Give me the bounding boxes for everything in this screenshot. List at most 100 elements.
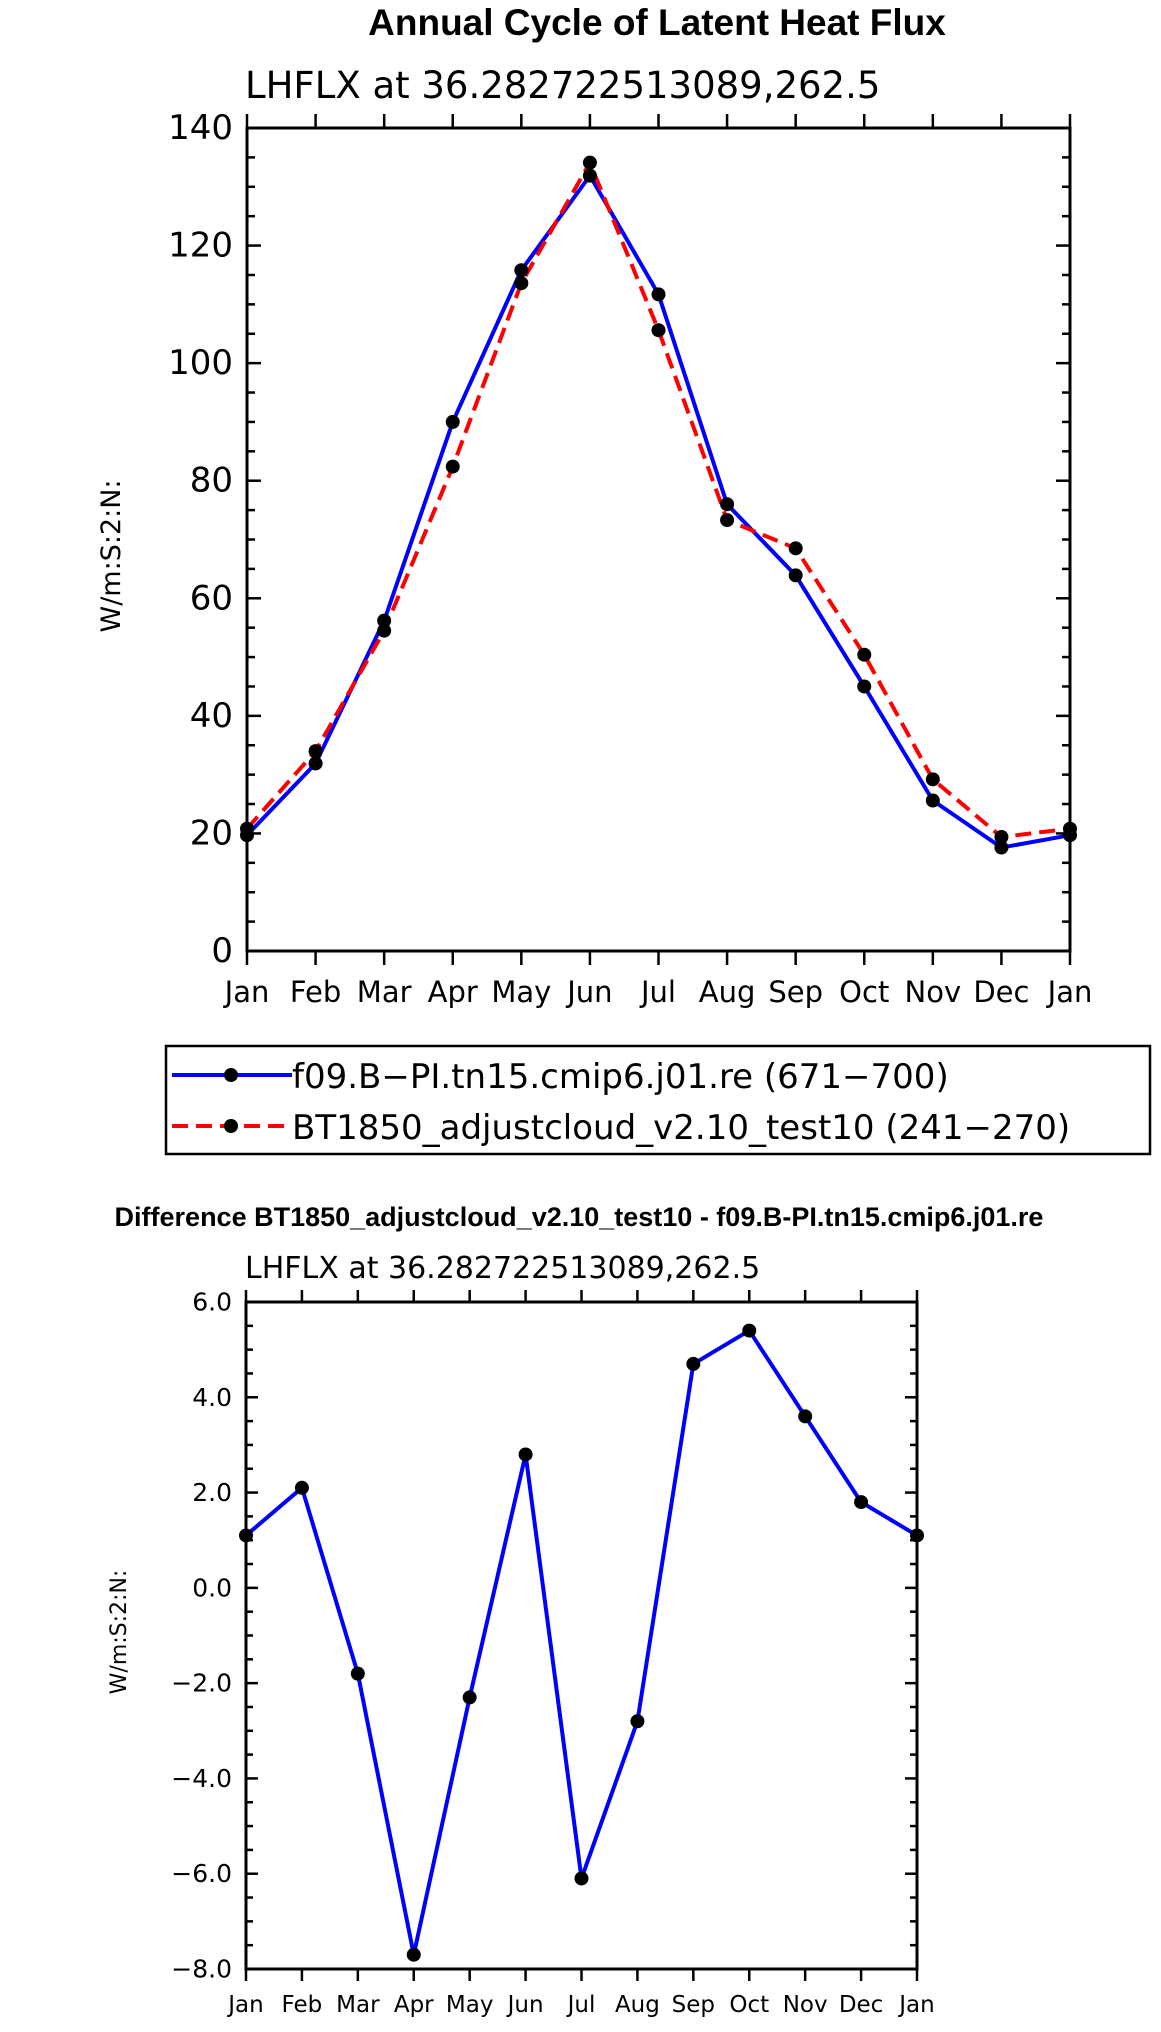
chart2-ytick-label: −4.0 <box>171 1764 232 1793</box>
legend-entry-1: f09.B−PI.tn15.cmip6.j01.re (671−700) <box>172 1057 949 1097</box>
chart2-xtick-label: Jun <box>506 1992 544 2018</box>
chart1-series-2-point <box>308 744 323 759</box>
chart1-series-1-point <box>377 613 392 628</box>
chart1-series-1-point <box>308 756 323 771</box>
chart2-series-1-point <box>798 1409 813 1424</box>
chart2-series-1-point <box>742 1323 757 1338</box>
chart1-series-2-point <box>925 772 940 787</box>
chart1-ytick-label: 140 <box>168 108 233 148</box>
chart1-ytick-label: 0 <box>211 931 233 971</box>
chart1-series-2-point <box>788 541 803 556</box>
chart2-xtick-label: Jan <box>226 1992 263 2018</box>
chart2-ytick-label: −6.0 <box>171 1859 232 1888</box>
chart1-xtick-label: Jan <box>223 975 270 1009</box>
chart2-plot: −8.0 −6.0 −4.0 −2.0 0.0 2.0 4.0 6.0 Jan Feb Mar Apr… <box>171 1288 934 2019</box>
chart2-xtick-label: Feb <box>282 1992 323 2018</box>
chart1-ytick-label: 80 <box>190 461 233 501</box>
chart1-ytick-label: 60 <box>190 578 233 618</box>
chart1-ytick-label: 120 <box>168 226 233 266</box>
chart2-ytick-label: 6.0 <box>192 1288 232 1317</box>
chart1-ylabel: W/m:S:2:N: <box>96 480 127 633</box>
chart1-legend: f09.B−PI.tn15.cmip6.j01.re (671−700) BT1… <box>164 1044 1152 1156</box>
chart2-series-1-point <box>630 1714 645 1729</box>
chart2-ytick-label: 4.0 <box>192 1383 232 1412</box>
chart1-xtick-label: Oct <box>839 975 889 1009</box>
chart2-series-1-point <box>239 1528 253 1543</box>
chart1-series-1-point <box>994 840 1009 855</box>
chart1-series-1-line <box>245 173 1071 850</box>
chart1-xtick-label: Jun <box>565 975 612 1009</box>
chart2-series-1-line <box>244 1328 919 1957</box>
chart2-xtick-label: Nov <box>783 1992 828 2018</box>
chart2-ylabel: W/m:S:2:N: <box>107 1570 132 1695</box>
legend-box <box>164 1044 1152 1156</box>
legend-label-2: BT1850_adjustcloud_v2.10_test10 (241−270… <box>292 1108 1070 1148</box>
chart2-series-1-point <box>462 1690 477 1705</box>
chart2-ytick-label: −8.0 <box>171 1955 232 1984</box>
chart2-ytick-label: −2.0 <box>171 1669 232 1698</box>
chart1-xtick-label: Dec <box>973 975 1029 1009</box>
chart1-xtick-label: Jul <box>639 975 676 1009</box>
chart2-ytick-label: 0.0 <box>192 1573 232 1602</box>
chart1-series-1-point <box>788 568 803 583</box>
chart2-series-1-point <box>406 1947 421 1962</box>
chart1-series-1-point <box>720 497 735 512</box>
chart2-series-1-point <box>294 1480 309 1495</box>
chart2-xtick-label: Aug <box>615 1992 660 2018</box>
legend-marker-2 <box>224 1119 238 1133</box>
chart1-xtick-label: Sep <box>768 975 823 1009</box>
chart2-series-1-point <box>574 1871 589 1886</box>
chart2-series-1-point <box>854 1495 869 1510</box>
chart1-title: Annual Cycle of Latent Heat Flux <box>368 2 946 43</box>
chart1-series-2-point <box>514 276 529 291</box>
chart2-series-1-point <box>910 1528 924 1543</box>
chart1-series-1-point <box>925 793 940 808</box>
chart2-xtick-label: Jul <box>566 1992 596 2018</box>
chart1-ytick-label: 100 <box>168 343 233 383</box>
chart1-plot: 0 20 40 60 80 100 120 140 Jan Feb Mar Apr May Jun Jul A… <box>168 108 1092 1009</box>
legend-entry-2: BT1850_adjustcloud_v2.10_test10 (241−270… <box>172 1108 1070 1148</box>
chart2-xtick-label: Jan <box>897 1992 934 2018</box>
chart2-xtick-label: Oct <box>729 1992 769 2018</box>
chart2-series-1-point <box>518 1447 533 1462</box>
chart1-series-1-point <box>857 679 872 694</box>
chart1-series-2-line <box>245 160 1071 839</box>
chart1-series-2-point <box>240 821 254 836</box>
chart1-xtick-label: Aug <box>699 975 756 1009</box>
chart2-xtick-label: Dec <box>839 1992 884 2018</box>
chart1-series-1-point <box>514 263 529 278</box>
chart1-series-2-point <box>582 155 597 170</box>
chart1-series-2-point <box>1063 821 1077 836</box>
legend-marker-1 <box>224 1068 238 1082</box>
chart1-ytick-label: 20 <box>190 813 233 853</box>
chart1-xtick-label: Feb <box>290 975 341 1009</box>
chart1-series-2-point <box>651 323 666 338</box>
chart1-xtick-label: Jan <box>1046 975 1093 1009</box>
chart1-xtick-label: Mar <box>357 975 412 1009</box>
chart1-series-2-point <box>377 623 392 638</box>
chart2-ytick-label: 2.0 <box>192 1478 232 1507</box>
chart1-subtitle: LHFLX at 36.282722513089,262.5 <box>245 64 880 107</box>
chart2-xtick-label: Apr <box>394 1992 434 2018</box>
chart1-series-2-point <box>720 513 735 528</box>
chart2-series-1-point <box>350 1666 365 1681</box>
chart2-xtick-label: Mar <box>336 1992 380 2018</box>
chart1-series-1-point <box>445 414 460 429</box>
chart2-xtick-label: Sep <box>672 1992 715 2018</box>
chart2-xtick-label: May <box>446 1992 494 2018</box>
chart1-ytick-label: 40 <box>190 696 233 736</box>
chart1-series-2-point <box>445 459 460 474</box>
chart1-series-1-point <box>651 287 666 302</box>
chart2-subtitle: LHFLX at 36.282722513089,262.5 <box>245 1251 760 1286</box>
legend-label-1: f09.B−PI.tn15.cmip6.j01.re (671−700) <box>292 1057 949 1097</box>
chart1-xtick-label: May <box>491 975 551 1009</box>
chart1-xtick-label: Apr <box>428 975 478 1009</box>
chart1-xtick-label: Nov <box>905 975 962 1009</box>
chart1-series-2-point <box>857 647 872 662</box>
chart1-frame <box>245 126 1072 953</box>
chart1-series-2-point <box>994 829 1009 844</box>
chart1-series-1-point <box>582 168 597 183</box>
chart2-series-1-point <box>686 1356 701 1371</box>
chart2-title: Difference BT1850_adjustcloud_v2.10_test… <box>115 1202 1044 1232</box>
